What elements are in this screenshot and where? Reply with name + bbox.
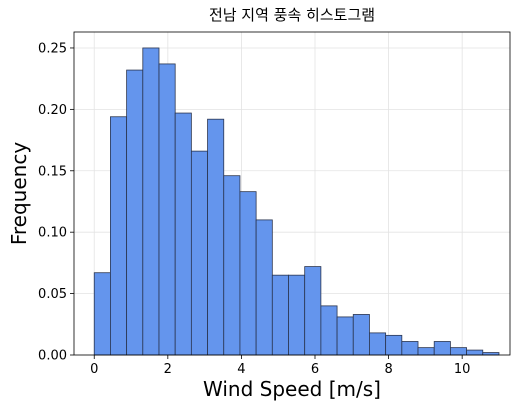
tick-layer: 0 2 4 6 8 10 0.00 0.05 0.10 0.15 0.20 0.25: [38, 41, 470, 377]
y-tick-label: 0.25: [38, 41, 67, 56]
x-tick-label: 10: [454, 362, 471, 377]
histogram-bar-22: [449, 347, 467, 356]
histogram-bar-1: [110, 116, 128, 356]
x-tick-label: 0: [90, 362, 98, 377]
y-tick-label: 0.10: [38, 226, 67, 241]
histogram-bar-6: [190, 150, 208, 356]
y-tick-label: 0.00: [38, 349, 67, 364]
x-tick-label: 8: [384, 362, 392, 377]
histogram-bar-2: [126, 69, 144, 356]
histogram-bar-14: [320, 305, 338, 356]
histogram-bar-5: [174, 112, 192, 356]
histogram-bar-23: [466, 349, 484, 356]
histogram-bar-9: [239, 191, 257, 356]
histogram-bar-20: [417, 347, 435, 356]
y-tick-label: 0.05: [38, 287, 67, 302]
y-axis-label: Frequency: [7, 142, 31, 245]
y-tick-label: 0.15: [38, 164, 67, 179]
histogram-bar-15: [336, 316, 354, 356]
histogram-bar-10: [255, 219, 273, 356]
histogram-bar-21: [433, 341, 451, 356]
histogram-bar-12: [288, 274, 306, 356]
histogram-bar-7: [207, 118, 225, 356]
histogram-bar-19: [401, 341, 419, 356]
histogram-bar-3: [142, 47, 160, 356]
y-tick-label: 0.20: [38, 103, 67, 118]
histogram-bar-0: [93, 272, 111, 356]
x-axis-label: Wind Speed [m/s]: [203, 377, 381, 401]
chart-title: 전남 지역 풍속 히스토그램: [209, 6, 375, 24]
x-tick-label: 2: [164, 362, 172, 377]
x-tick-label: 6: [311, 362, 319, 377]
histogram-bar-4: [158, 63, 176, 356]
histogram-bar-13: [304, 266, 322, 356]
histogram-bar-8: [223, 175, 241, 356]
histogram-bar-18: [385, 334, 403, 356]
histogram-bar-17: [369, 332, 387, 356]
x-tick-label: 4: [237, 362, 245, 377]
histogram-bar-11: [271, 274, 289, 356]
histogram-bar-16: [352, 314, 370, 356]
plot-frame: [73, 31, 511, 356]
